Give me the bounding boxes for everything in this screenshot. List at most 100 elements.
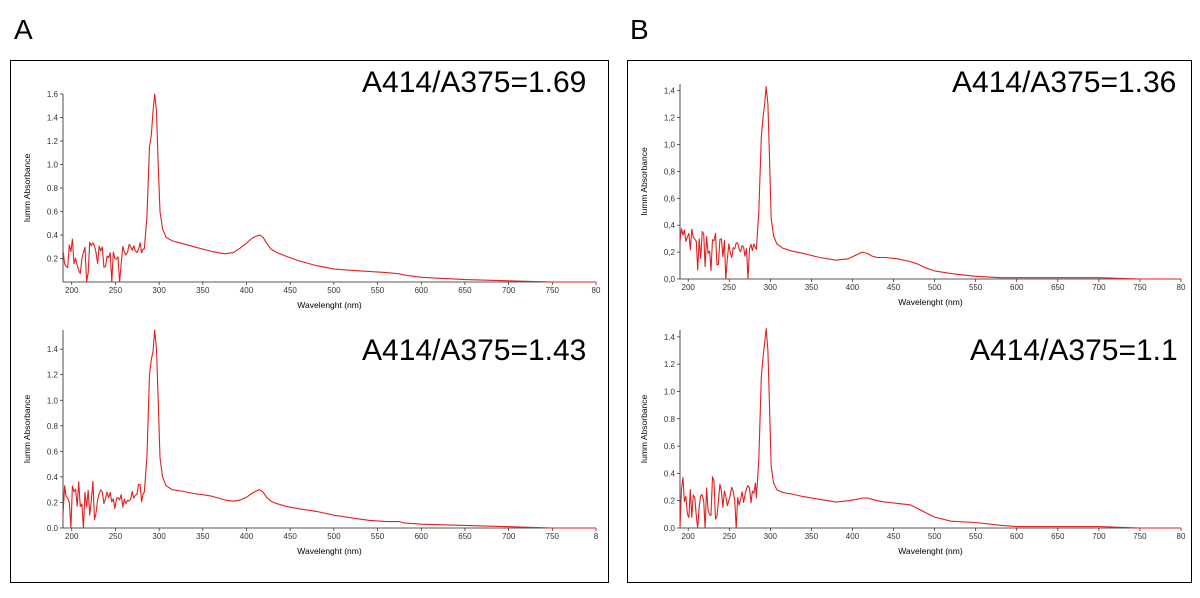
x-tick-label: 750 — [546, 532, 560, 541]
x-tick-label: 650 — [458, 286, 472, 295]
x-tick-label: 250 — [723, 283, 737, 292]
x-tick-label: 200 — [682, 532, 696, 541]
x-tick-label: 450 — [284, 286, 298, 295]
y-tick-label: 1.2 — [664, 360, 676, 369]
y-tick-label: 0.2 — [47, 255, 59, 264]
y-tick-label: 1.6 — [47, 90, 59, 99]
y-tick-label: 0.6 — [47, 447, 59, 456]
x-tick-label: 350 — [805, 532, 819, 541]
absorbance-series-line — [679, 328, 1181, 529]
x-tick-label: 500 — [327, 286, 341, 295]
y-tick-label: 0.8 — [664, 415, 676, 424]
y-tick-label: 0.6 — [47, 208, 59, 217]
panel-b-frame — [627, 60, 1192, 583]
x-tick-label: 450 — [284, 532, 298, 541]
y-tick-label: 1.4 — [47, 345, 59, 354]
x-tick-label: 600 — [415, 286, 429, 295]
x-tick-label: 300 — [152, 532, 166, 541]
x-tick-label: 350 — [805, 283, 819, 292]
x-tick-label: 400 — [846, 532, 860, 541]
panel-label-a: A — [14, 14, 33, 45]
absorbance-series-line — [62, 93, 596, 283]
y-tick-label: 0.8 — [47, 184, 59, 193]
y-axis-label: Iumm Absorbance — [639, 394, 649, 463]
x-tick-label: 600 — [1010, 532, 1024, 541]
x-tick-label: 600 — [415, 532, 429, 541]
y-tick-label: 0.0 — [47, 524, 59, 533]
y-axis-label: Iumm Absorbance — [22, 153, 32, 222]
panel-label-b: B — [630, 14, 649, 45]
panel-a-frame — [10, 60, 609, 583]
y-tick-label: 0.8 — [47, 422, 59, 431]
y-tick-label: 1.4 — [664, 333, 676, 342]
x-tick-label: 80 — [592, 286, 601, 295]
y-tick-label: 0,4 — [664, 221, 676, 230]
y-tick-label: 0.6 — [664, 442, 676, 451]
y-tick-label: 0.2 — [47, 498, 59, 507]
x-tick-label: 550 — [969, 283, 983, 292]
y-axis-label: Iumm Absorbance — [22, 394, 32, 463]
x-tick-label: 200 — [65, 286, 79, 295]
x-tick-label: 650 — [1051, 532, 1065, 541]
x-tick-label: 750 — [1133, 532, 1147, 541]
y-tick-label: 0,8 — [664, 167, 676, 176]
y-tick-label: 1.0 — [47, 396, 59, 405]
x-tick-label: 750 — [546, 286, 560, 295]
y-tick-label: 0.4 — [47, 473, 59, 482]
x-tick-label: 80 — [1177, 283, 1186, 292]
y-axis-label: Iumm Absorbance — [639, 147, 649, 216]
x-axis-label: Wavelenght (nm) — [898, 297, 963, 307]
ratio-annotation-a-bottom: A414/A375=1.43 — [362, 334, 587, 367]
x-tick-label: 250 — [109, 286, 123, 295]
x-tick-label: 550 — [969, 532, 983, 541]
x-tick-label: 80 — [1177, 532, 1186, 541]
y-tick-label: 1,4 — [664, 87, 676, 96]
x-tick-label: 400 — [240, 532, 254, 541]
x-tick-label: 450 — [887, 532, 901, 541]
x-tick-label: 750 — [1133, 283, 1147, 292]
x-tick-label: 300 — [764, 283, 778, 292]
x-tick-label: 200 — [65, 532, 79, 541]
ratio-annotation-b-bottom: A414/A375=1.1 — [970, 334, 1178, 367]
y-tick-label: 1,0 — [664, 141, 676, 150]
x-tick-label: 400 — [846, 283, 860, 292]
y-tick-label: 0.0 — [664, 524, 676, 533]
y-tick-label: 0.4 — [47, 231, 59, 240]
y-tick-label: 0.2 — [664, 497, 676, 506]
x-tick-label: 700 — [502, 532, 516, 541]
x-tick-label: 550 — [371, 286, 385, 295]
x-tick-label: 200 — [682, 283, 696, 292]
x-tick-label: 450 — [887, 283, 901, 292]
x-axis-label: Wavelenght (nm) — [297, 300, 362, 310]
y-tick-label: 1.2 — [47, 137, 59, 146]
y-tick-label: 0.4 — [664, 469, 676, 478]
x-tick-label: 300 — [152, 286, 166, 295]
x-tick-label: 700 — [502, 286, 516, 295]
x-tick-label: 400 — [240, 286, 254, 295]
ratio-annotation-b-top: A414/A375=1.36 — [952, 66, 1177, 99]
absorbance-series-line — [62, 329, 596, 529]
y-tick-label: 0,0 — [664, 275, 676, 284]
y-tick-label: 1.2 — [47, 371, 59, 380]
x-tick-label: 500 — [928, 283, 942, 292]
ratio-annotation-a-top: A414/A375=1.69 — [362, 66, 587, 99]
x-tick-label: 550 — [371, 532, 385, 541]
x-tick-label: 600 — [1010, 283, 1024, 292]
x-axis-label: Wavelenght (nm) — [898, 546, 963, 556]
x-tick-label: 8 — [594, 532, 599, 541]
y-tick-label: 1.4 — [47, 114, 59, 123]
x-tick-label: 650 — [1051, 283, 1065, 292]
x-tick-label: 500 — [928, 532, 942, 541]
x-tick-label: 250 — [723, 532, 737, 541]
absorbance-series-line — [679, 86, 1181, 280]
x-tick-label: 350 — [196, 286, 210, 295]
y-tick-label: 1,2 — [664, 114, 676, 123]
x-tick-label: 650 — [458, 532, 472, 541]
x-tick-label: 500 — [327, 532, 341, 541]
y-tick-label: 1.0 — [664, 387, 676, 396]
x-tick-label: 350 — [196, 532, 210, 541]
